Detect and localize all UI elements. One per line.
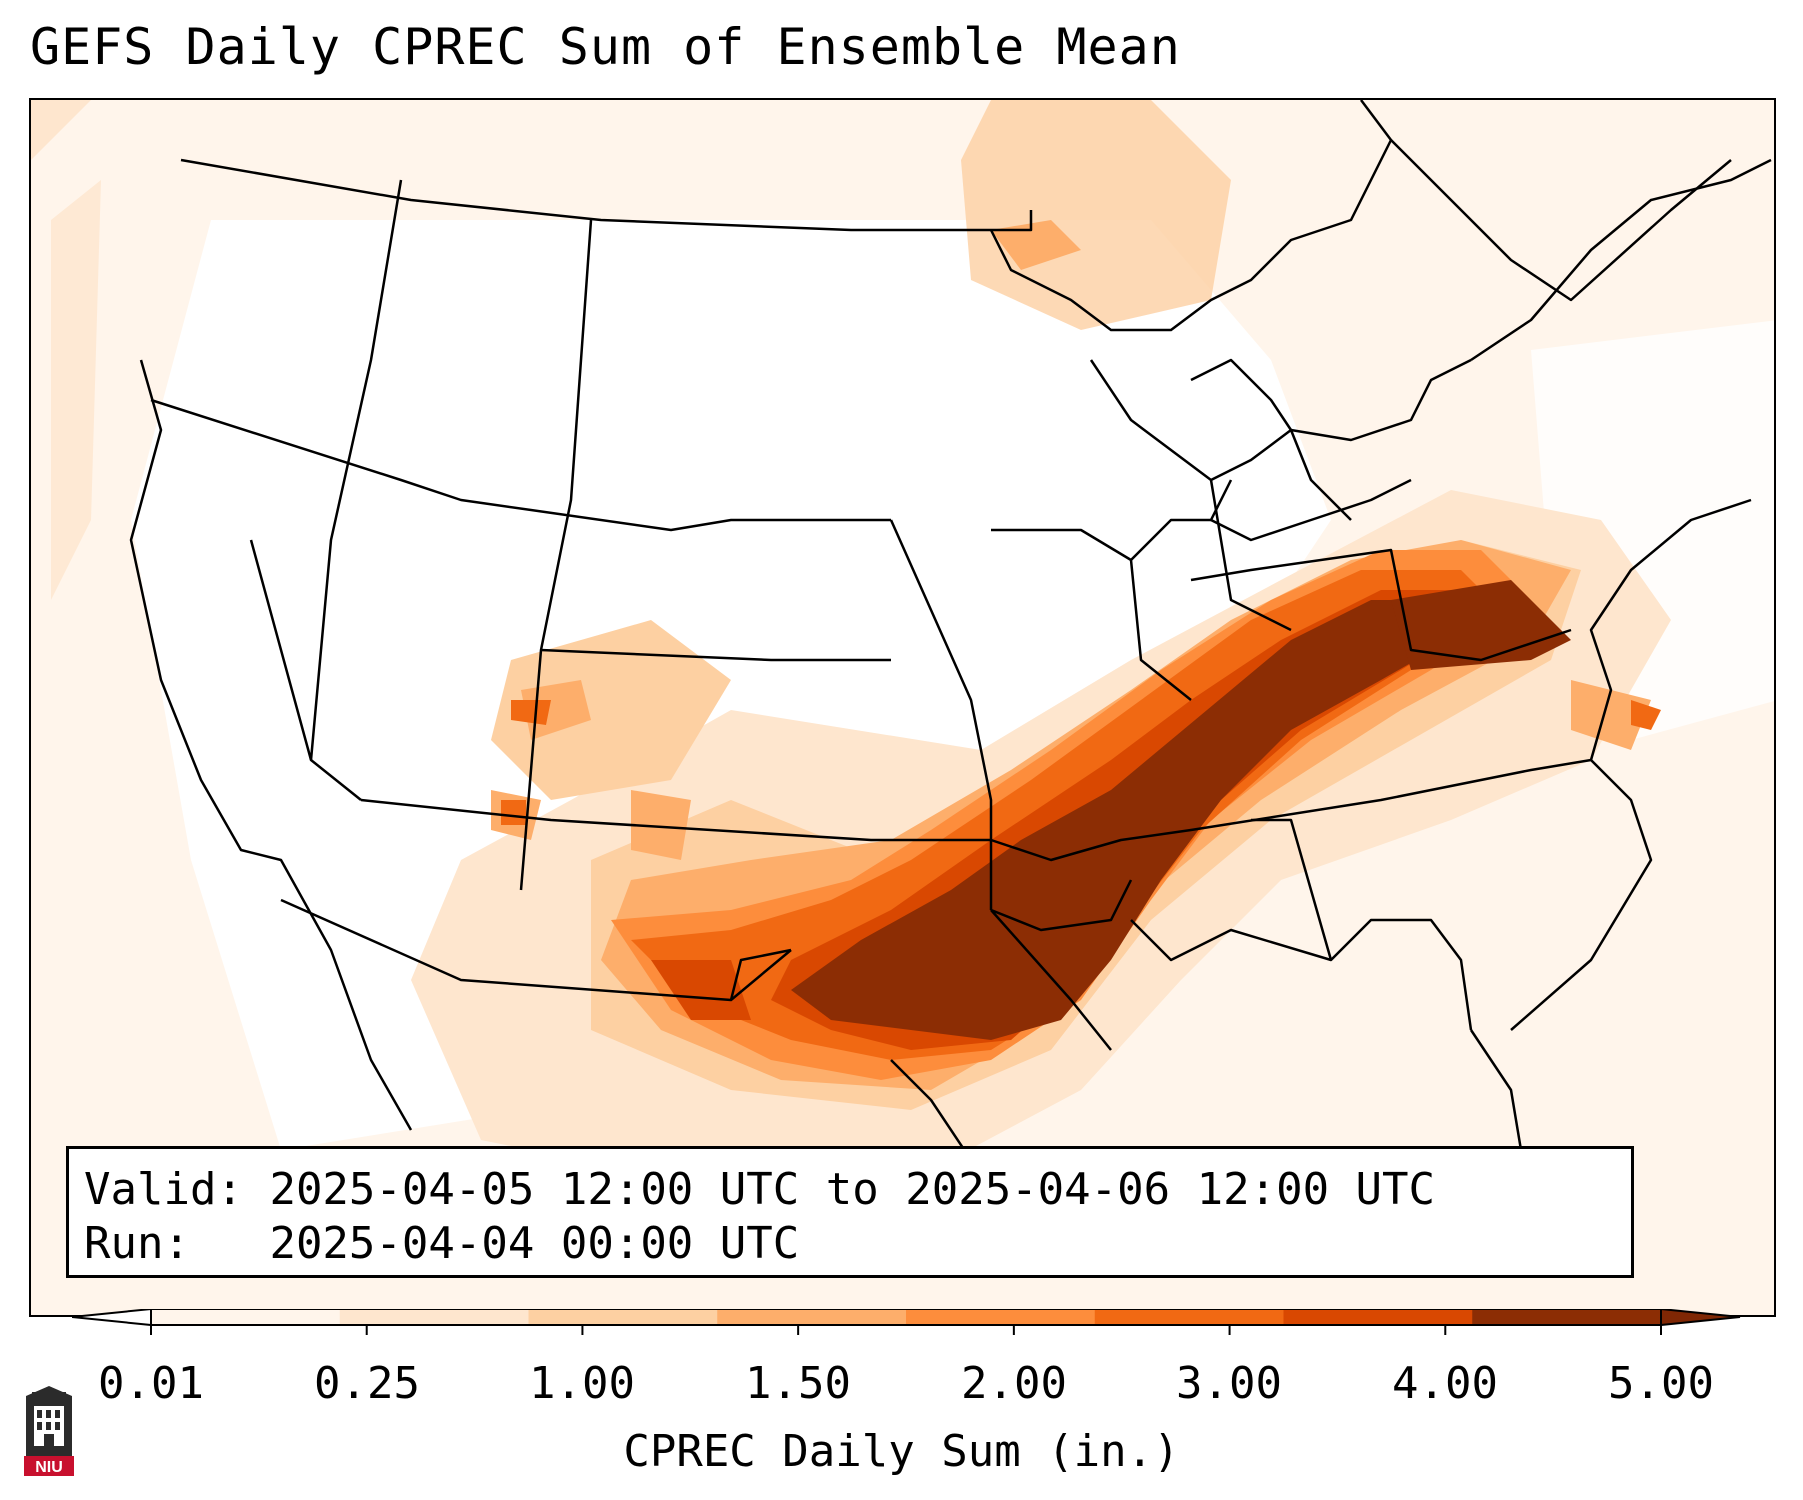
colorbar-tick-label: 4.00 bbox=[1392, 1358, 1498, 1409]
colorbar-over-arrow bbox=[1660, 1309, 1741, 1327]
colorbar-segment bbox=[339, 1309, 529, 1325]
colorbar-segment bbox=[1472, 1309, 1662, 1325]
colorbar-ticks bbox=[150, 1325, 1662, 1335]
colorbar-tick-label: 5.00 bbox=[1608, 1358, 1714, 1409]
colorbar-segment bbox=[906, 1309, 1096, 1325]
colorbar-label: CPREC Daily Sum (in.) bbox=[623, 1426, 1180, 1477]
colorbar-segment bbox=[1094, 1309, 1284, 1325]
precipitation-map bbox=[29, 98, 1776, 1317]
colorbar-segment bbox=[528, 1309, 718, 1325]
valid-run-info-box: Valid: 2025-04-05 12:00 UTC to 2025-04-0… bbox=[66, 1146, 1634, 1278]
chart-title: GEFS Daily CPREC Sum of Ensemble Mean bbox=[30, 18, 1181, 76]
colorbar-tick-label: 0.25 bbox=[314, 1358, 420, 1409]
colorbar-tick-label: 1.00 bbox=[529, 1358, 635, 1409]
colorbar-tick-label: 0.01 bbox=[98, 1358, 204, 1409]
colorbar-outline bbox=[150, 1309, 1662, 1326]
run-time: 2025-04-04 00:00 UTC bbox=[269, 1218, 800, 1269]
colorbar-under-arrow bbox=[72, 1309, 152, 1327]
colorbar bbox=[72, 1309, 1741, 1335]
precip-band-max bbox=[791, 580, 1571, 1040]
logo-text: NIU bbox=[35, 1459, 63, 1476]
colorbar-tick-label: 1.50 bbox=[745, 1358, 851, 1409]
colorbar-tick-label: 2.00 bbox=[961, 1358, 1067, 1409]
colorbar-segment bbox=[1283, 1309, 1473, 1325]
valid-label: Valid: bbox=[84, 1164, 243, 1215]
university-tower-icon: NIU bbox=[24, 1386, 74, 1476]
colorbar-segment bbox=[151, 1309, 341, 1325]
colorbar-tick-label: 3.00 bbox=[1176, 1358, 1282, 1409]
map-canvas bbox=[31, 100, 1774, 1315]
colorbar-segment bbox=[717, 1309, 907, 1325]
valid-time-range: 2025-04-05 12:00 UTC to 2025-04-06 12:00… bbox=[269, 1164, 1436, 1215]
colorbar-segments bbox=[151, 1309, 1662, 1325]
state-borders bbox=[129, 100, 1772, 1251]
run-label: Run: bbox=[84, 1218, 190, 1269]
